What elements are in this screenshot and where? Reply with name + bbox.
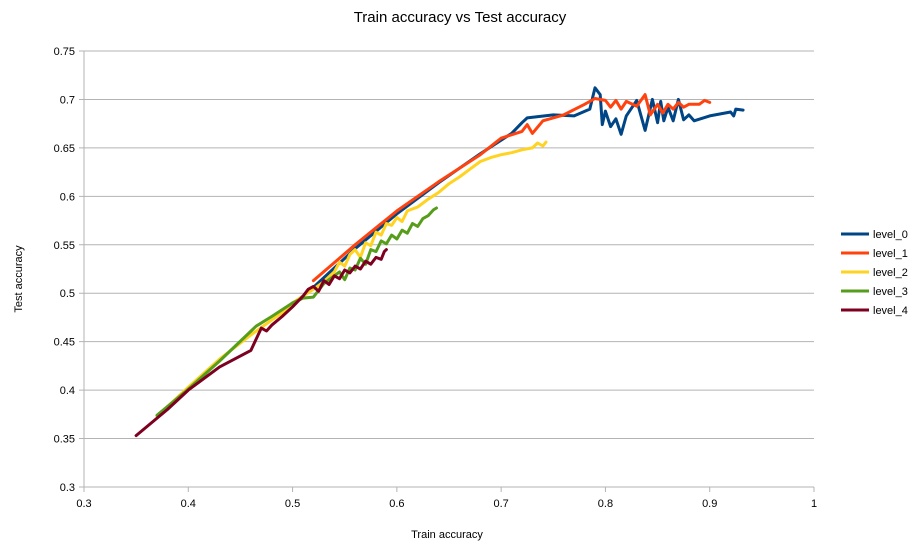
legend-item: level_3: [841, 286, 908, 298]
y-tick-label: 0.4: [60, 385, 75, 397]
chart-title: Train accuracy vs Test accuracy: [354, 9, 567, 26]
legend-label: level_2: [873, 267, 908, 279]
legend-label: level_3: [873, 286, 908, 298]
legend-label: level_0: [873, 229, 908, 241]
series-lines: [134, 86, 745, 438]
x-tick-label: 0.5: [285, 498, 300, 510]
x-tick-label: 0.4: [181, 498, 196, 510]
y-axis-title: Test accuracy: [13, 245, 25, 313]
series-line-level-0: [311, 86, 745, 289]
y-tick-label: 0.75: [54, 46, 75, 58]
x-axis-title: Train accuracy: [411, 529, 483, 541]
y-tick-label: 0.3: [60, 482, 75, 494]
y-tick-label: 0.55: [54, 240, 75, 252]
y-tick-label: 0.35: [54, 434, 75, 446]
legend-item: level_4: [841, 305, 908, 317]
x-tick-label: 0.6: [389, 498, 404, 510]
series-line-level-1: [311, 93, 712, 283]
legend: level_0 level_1 level_2 level_3 level_4: [841, 229, 908, 317]
legend-item: level_2: [841, 267, 908, 279]
series-line-level-3: [155, 206, 438, 417]
y-tick-label: 0.5: [60, 288, 75, 300]
y-tick-label: 0.7: [60, 94, 75, 106]
x-tick-label: 1: [811, 498, 817, 510]
axes: 0.3 0.35 0.4 0.45 0.5 0.55 0.6 0.65 0.7 0.75 0.3 0.…: [54, 46, 817, 510]
gridlines: [79, 50, 814, 488]
x-tick-label: 0.9: [702, 498, 717, 510]
y-tick-label: 0.6: [60, 191, 75, 203]
x-tick-label: 0.8: [598, 498, 613, 510]
y-tick-label: 0.65: [54, 143, 75, 155]
y-tick-label: 0.45: [54, 337, 75, 349]
legend-item: level_1: [841, 248, 908, 260]
series-line-level-2: [155, 140, 548, 418]
legend-item: level_0: [841, 229, 908, 241]
x-tick-label: 0.3: [76, 498, 91, 510]
legend-label: level_4: [873, 305, 908, 317]
x-tick-label: 0.7: [493, 498, 508, 510]
series-line-level-4: [134, 248, 388, 438]
legend-label: level_1: [873, 248, 908, 260]
